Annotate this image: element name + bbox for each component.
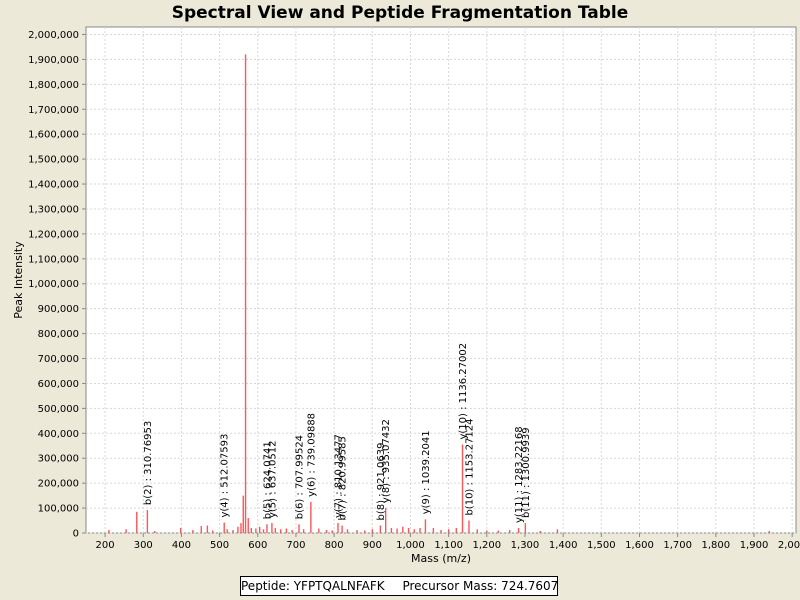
x-tick-label: 1,800 <box>702 540 731 551</box>
peak-annotation: b(8) : 921.0639 <box>376 443 387 521</box>
peptide-info-box: Peptide: YFPTQALNFAFK Precursor Mass: 72… <box>240 576 558 596</box>
x-tick-label: 400 <box>172 540 191 551</box>
x-tick-label: 600 <box>248 540 267 551</box>
x-tick-label: 700 <box>286 540 305 551</box>
x-tick-label: 1,700 <box>663 540 692 551</box>
y-tick-label: 1,700,000 <box>28 105 79 116</box>
peak-annotation: b(2) : 310.76953 <box>143 421 154 505</box>
y-tick-label: 400,000 <box>38 429 79 440</box>
y-tick-label: 600,000 <box>38 379 79 390</box>
x-tick-label: 1,300 <box>511 540 540 551</box>
x-tick-label: 2,000 <box>778 540 800 551</box>
peak-annotation: y(7) : 810.13477 <box>333 434 344 518</box>
x-tick-label: 1,000 <box>396 540 425 551</box>
y-axis-title: Peak Intensity <box>12 241 25 319</box>
x-tick-label: 1,100 <box>434 540 463 551</box>
y-tick-label: 800,000 <box>38 329 79 340</box>
y-tick-label: 100,000 <box>38 504 79 515</box>
x-tick-label: 300 <box>134 540 153 551</box>
y-tick-label: 2,000,000 <box>28 30 79 41</box>
x-tick-label: 200 <box>96 540 115 551</box>
peak-annotation: y(10) : 1136.27002 <box>458 343 469 440</box>
plot-area <box>85 26 797 534</box>
x-tick-label: 800 <box>325 540 344 551</box>
y-tick-label: 900,000 <box>38 304 79 315</box>
y-tick-label: 1,900,000 <box>28 55 79 66</box>
y-tick-label: 1,300,000 <box>28 204 79 215</box>
y-tick-label: 200,000 <box>38 479 79 490</box>
precursor-mass: Precursor Mass: 724.7607 <box>402 579 559 593</box>
y-axis: 0 100,000 200,000 300,000 400,000 500,000 600,… <box>28 30 86 540</box>
y-tick-label: 1,500,000 <box>28 155 79 166</box>
y-tick-label: 0 <box>73 529 79 540</box>
peak-annotation: y(9) : 1039.2041 <box>421 430 432 514</box>
peak-annotation: b(10) : 1153.27124 <box>464 418 475 515</box>
x-tick-label: 1,600 <box>625 540 654 551</box>
y-tick-label: 300,000 <box>38 454 79 465</box>
chart-title: Spectral View and Peptide Fragmentation … <box>171 3 629 23</box>
peaks-series <box>108 54 770 533</box>
x-tick-label: 1,400 <box>549 540 578 551</box>
x-tick-label: 1,900 <box>740 540 769 551</box>
peptide-sequence: Peptide: YFPTQALNFAFK <box>241 579 385 593</box>
peak-annotation: b(5) : 624.0741 <box>262 441 273 519</box>
y-tick-label: 1,000,000 <box>28 279 79 290</box>
x-tick-label: 1,500 <box>587 540 616 551</box>
peak-annotation: y(5) : 637.0512 <box>267 440 278 518</box>
y-tick-label: 1,400,000 <box>28 180 79 191</box>
peak-annotation: y(6) : 739.09888 <box>306 413 317 497</box>
y-tick-label: 500,000 <box>38 404 79 415</box>
peak-annotation: b(11) : 1300.9939 <box>521 427 532 518</box>
y-tick-label: 1,600,000 <box>28 130 79 141</box>
x-axis: 200 300 400 500 600 700 800 900 1,000 1,100 1,200 1… <box>96 533 800 551</box>
x-tick-label: 900 <box>363 540 382 551</box>
y-tick-label: 700,000 <box>38 354 79 365</box>
grid-lines <box>86 27 796 534</box>
y-tick-label: 1,800,000 <box>28 80 79 91</box>
peak-annotation: b(7) : 820.99585 <box>338 436 349 520</box>
fragment-annotations: b(2) : 310.76953 y(4) : 512.07593 b(5) : 6… <box>143 343 532 523</box>
y-tick-label: 1,200,000 <box>28 229 79 240</box>
peak-annotation: y(4) : 512.07593 <box>220 434 231 518</box>
peak-annotation: y(8) : 935.07432 <box>381 419 392 503</box>
peak-annotation: b(6) : 707.99524 <box>294 435 305 519</box>
x-tick-label: 1,200 <box>472 540 501 551</box>
y-tick-label: 1,100,000 <box>28 254 79 265</box>
x-tick-label: 500 <box>210 540 229 551</box>
x-axis-title: Mass (m/z) <box>411 552 471 565</box>
peak-annotation: y(11) : 1283.22168 <box>514 426 525 523</box>
